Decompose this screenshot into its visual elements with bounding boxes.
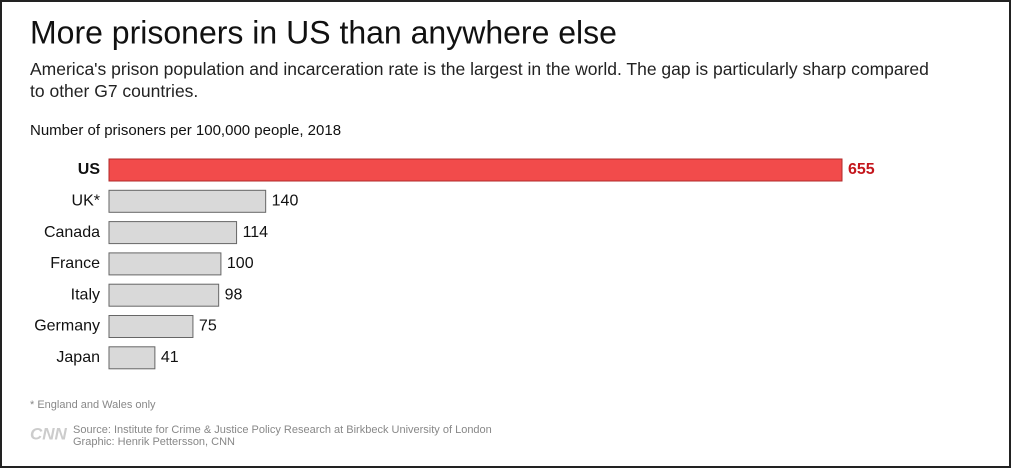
axis-label: Number of prisoners per 100,000 people, … bbox=[30, 122, 341, 139]
value-label: 75 bbox=[199, 318, 217, 335]
footnote: * England and Wales only bbox=[30, 399, 156, 411]
value-label: 41 bbox=[161, 349, 179, 366]
source: Source: Institute for Crime & Justice Po… bbox=[73, 424, 492, 436]
y-tick-label: Japan bbox=[56, 349, 100, 366]
y-tick-label: Germany bbox=[34, 318, 100, 335]
chart-subtitle: America's prison population and incarcer… bbox=[30, 59, 929, 101]
credit: Graphic: Henrik Pettersson, CNN bbox=[73, 436, 235, 448]
y-tick-label: Canada bbox=[44, 224, 100, 241]
y-tick-label: France bbox=[50, 255, 100, 272]
subtitle-box: America's prison population and incarcer… bbox=[30, 59, 929, 101]
value-label: 140 bbox=[272, 193, 299, 210]
bar bbox=[108, 158, 843, 182]
y-tick-label: Italy bbox=[71, 286, 100, 303]
bar bbox=[108, 252, 222, 276]
logo: CNN bbox=[30, 424, 68, 443]
value-label: 655 bbox=[848, 161, 875, 178]
value-label: 114 bbox=[243, 224, 269, 241]
bar bbox=[108, 283, 220, 307]
bar bbox=[108, 315, 194, 338]
value-label: 100 bbox=[227, 255, 254, 272]
bar bbox=[108, 346, 156, 370]
y-tick-label: US bbox=[78, 161, 101, 178]
bar bbox=[108, 189, 267, 213]
chart-title: More prisoners in US than anywhere else bbox=[30, 14, 617, 50]
value-label: 98 bbox=[225, 286, 243, 303]
bar bbox=[108, 221, 238, 245]
y-tick-label: UK* bbox=[72, 193, 100, 210]
